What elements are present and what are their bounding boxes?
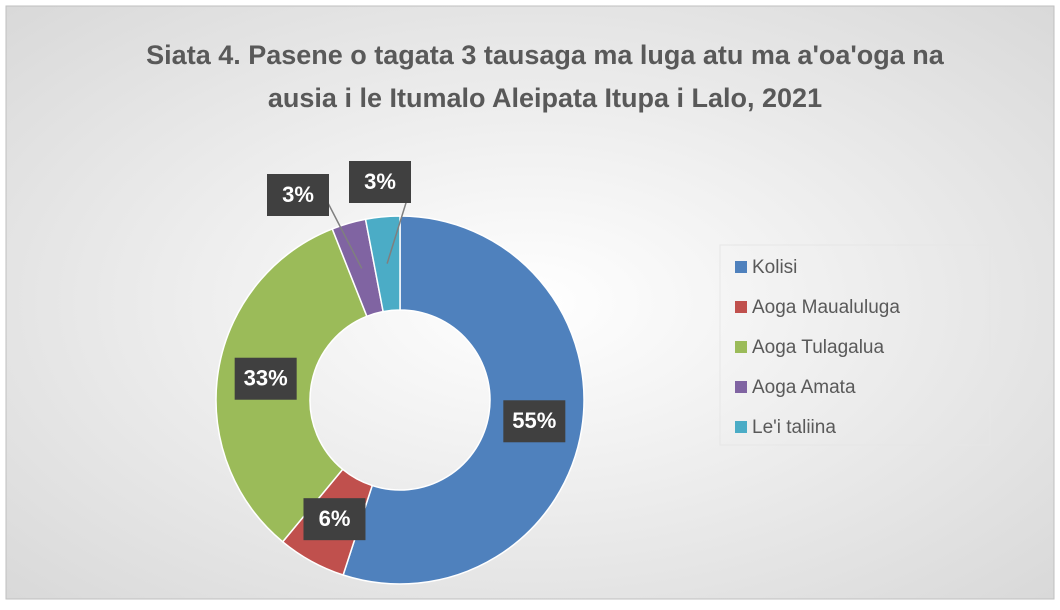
data-label-box xyxy=(303,498,366,541)
legend-swatch xyxy=(735,381,747,393)
legend-label: Aoga Amata xyxy=(752,377,856,398)
data-label-box xyxy=(234,357,297,400)
legend-swatch xyxy=(735,261,747,273)
data-label-box xyxy=(349,161,411,203)
chart-title: ausia i le Itumalo Aleipata Itupa i Lalo… xyxy=(268,83,822,113)
donut-slice xyxy=(342,215,585,585)
legend-label: Aoga Maualuluga xyxy=(752,297,900,318)
chart-title: Siata 4. Pasene o tagata 3 tausaga ma lu… xyxy=(146,40,945,70)
data-label: 6% xyxy=(319,506,351,531)
legend-label: Le'i taliina xyxy=(752,417,836,438)
donut-slice xyxy=(364,215,401,313)
data-label: 33% xyxy=(244,366,288,391)
data-label: 3% xyxy=(364,169,396,194)
data-label: 55% xyxy=(512,408,556,433)
legend-box xyxy=(719,244,991,446)
data-label: 3% xyxy=(282,182,314,207)
legend-swatch xyxy=(735,341,747,353)
legend-swatch xyxy=(735,301,747,313)
legend-label: Kolisi xyxy=(752,257,797,278)
data-label-box xyxy=(267,174,329,216)
legend-label: Aoga Tulagalua xyxy=(752,337,884,358)
data-label-box xyxy=(503,400,566,443)
legend-swatch xyxy=(735,421,747,433)
